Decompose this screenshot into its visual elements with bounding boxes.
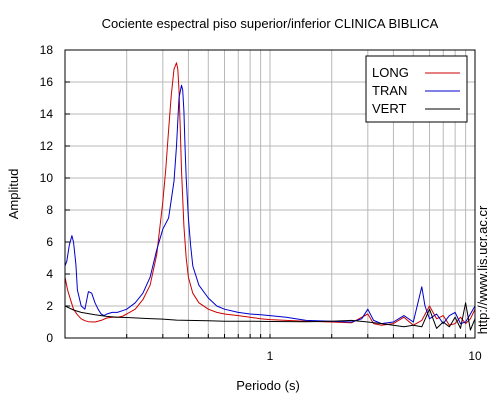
chart-title: Cociente espectral piso superior/inferio… <box>102 16 439 31</box>
series-line-tran <box>65 84 475 325</box>
y-tick-label: 14 <box>40 107 54 121</box>
legend-box <box>365 55 468 123</box>
x-axis-label: Periodo (s) <box>236 378 300 393</box>
y-axis-label: Amplitud <box>6 169 21 220</box>
legend-label-long: LONG <box>372 65 409 80</box>
x-tick-label: 1 <box>267 349 274 363</box>
y-tick-label: 18 <box>40 43 54 57</box>
y-tick-label: 10 <box>40 171 54 185</box>
y-tick-label: 8 <box>46 203 53 217</box>
legend-label-vert: VERT <box>372 101 406 116</box>
legend-label-tran: TRAN <box>372 83 407 98</box>
axes: 0 2 4 6 8 10 12 14 16 18 1 10 <box>40 43 482 363</box>
y-tick-label: 0 <box>46 331 53 345</box>
y-tick-label: 4 <box>46 267 53 281</box>
x-tick-label: 10 <box>468 349 482 363</box>
series-line-vert <box>65 302 475 331</box>
y-tick-label: 2 <box>46 299 53 313</box>
y-tick-label: 6 <box>46 235 53 249</box>
legend: LONG TRAN VERT <box>365 55 468 123</box>
y-tick-label: 16 <box>40 75 54 89</box>
plot-area <box>65 62 475 331</box>
side-url-label: http://www.lis.ucr.ac.cr <box>475 205 490 334</box>
y-tick-label: 12 <box>40 139 54 153</box>
